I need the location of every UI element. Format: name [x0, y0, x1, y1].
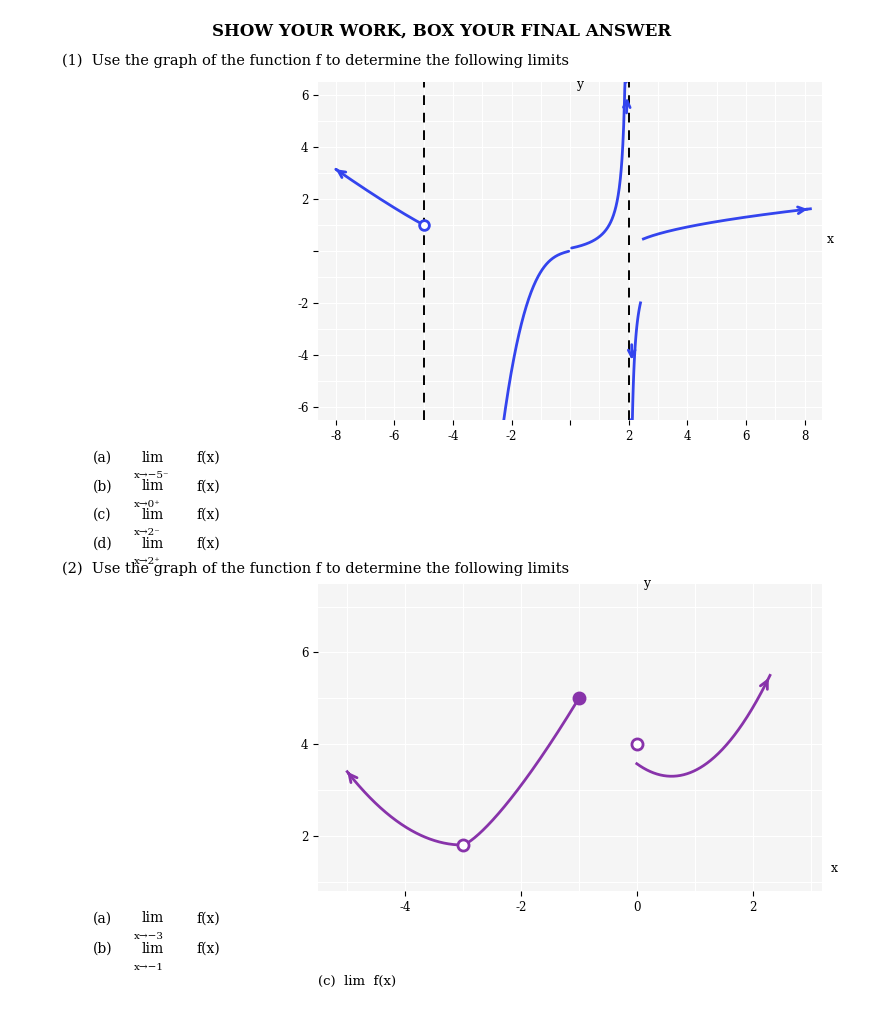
- Text: (1)  Use the graph of the function f to determine the following limits: (1) Use the graph of the function f to d…: [62, 53, 569, 68]
- Text: x: x: [831, 862, 838, 874]
- Text: y: y: [576, 78, 583, 91]
- Text: x→2⁺: x→2⁺: [134, 557, 161, 566]
- Text: f(x): f(x): [196, 537, 220, 551]
- Text: lim: lim: [141, 451, 164, 465]
- Text: (a): (a): [93, 911, 112, 926]
- Text: x→−1: x→−1: [134, 963, 164, 972]
- Text: (2)  Use the graph of the function f to determine the following limits: (2) Use the graph of the function f to d…: [62, 561, 569, 575]
- Text: f(x): f(x): [196, 508, 220, 522]
- Text: x→−5⁻: x→−5⁻: [134, 471, 170, 480]
- Text: lim: lim: [141, 537, 164, 551]
- Text: x→−3: x→−3: [134, 932, 164, 941]
- Text: f(x): f(x): [196, 911, 220, 926]
- Text: f(x): f(x): [196, 942, 220, 956]
- Text: y: y: [643, 577, 650, 590]
- Text: (b): (b): [93, 942, 112, 956]
- Text: (b): (b): [93, 479, 112, 494]
- Text: (d): (d): [93, 537, 112, 551]
- Text: f(x): f(x): [196, 479, 220, 494]
- Text: (c)  lim  f(x): (c) lim f(x): [318, 975, 396, 988]
- Text: (c): (c): [93, 508, 111, 522]
- Text: x: x: [827, 232, 834, 246]
- Text: lim: lim: [141, 911, 164, 926]
- Text: SHOW YOUR WORK, BOX YOUR FINAL ANSWER: SHOW YOUR WORK, BOX YOUR FINAL ANSWER: [212, 23, 672, 40]
- Text: lim: lim: [141, 479, 164, 494]
- Text: (a): (a): [93, 451, 112, 465]
- Text: lim: lim: [141, 942, 164, 956]
- Text: lim: lim: [141, 508, 164, 522]
- Text: f(x): f(x): [196, 451, 220, 465]
- Text: x→0⁺: x→0⁺: [134, 500, 161, 509]
- Text: x→2⁻: x→2⁻: [134, 528, 161, 538]
